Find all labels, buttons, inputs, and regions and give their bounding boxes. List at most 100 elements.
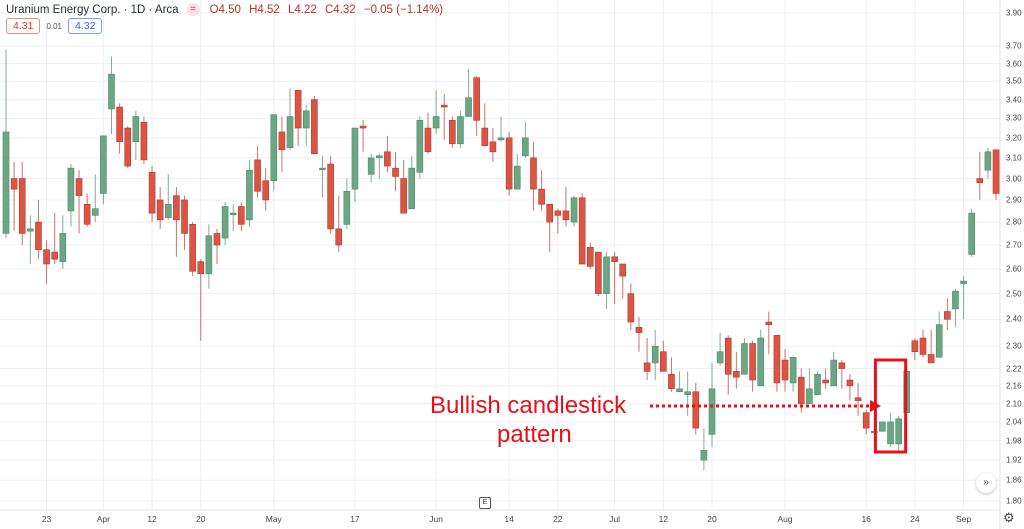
price-tick-label: 3.70 <box>1006 41 1022 51</box>
price-tick-label: 2.04 <box>1006 417 1022 427</box>
candle-body <box>887 421 894 445</box>
candle-down <box>538 170 545 211</box>
candle-down <box>181 195 188 250</box>
ohlc-values: O4.50 H4.52 L4.22 C4.32 −0.05 (−1.14%) <box>210 4 449 16</box>
candle-up <box>570 195 578 227</box>
candle-body <box>221 206 229 239</box>
candle-down <box>75 170 83 234</box>
equals-circle-icon[interactable]: = <box>186 3 200 16</box>
candle-body <box>408 167 416 210</box>
candle-down <box>586 242 594 269</box>
candle-down <box>692 382 700 435</box>
candle-down <box>197 259 205 341</box>
candle-up <box>789 356 797 392</box>
candle-up <box>108 56 115 134</box>
double-chevron-right-icon[interactable]: » <box>976 473 996 493</box>
candle-body <box>254 159 261 192</box>
candle-body <box>2 131 10 234</box>
candle-down <box>311 95 318 155</box>
candle-body <box>229 212 237 215</box>
candle-body <box>554 210 562 216</box>
candle-body <box>692 391 700 429</box>
candle-down <box>724 335 732 395</box>
candle-down <box>530 141 537 211</box>
candle-down <box>562 187 570 227</box>
candle-body <box>294 90 302 129</box>
candle-up <box>676 371 683 393</box>
symbol-title[interactable]: Uranium Energy Corp. · 1D · Arca <box>6 3 179 16</box>
candle-body <box>927 354 935 364</box>
candle-body <box>457 116 464 145</box>
price-tick-label: 2.40 <box>1006 314 1022 324</box>
time-tick-label: 22 <box>553 514 563 524</box>
time-tick-label: 12 <box>147 514 157 524</box>
candle-body <box>651 345 659 364</box>
candle-body <box>465 97 472 117</box>
candle-body <box>952 290 959 310</box>
candle-body <box>895 418 902 445</box>
candle-body <box>343 190 351 225</box>
candle-body <box>765 321 773 325</box>
price-tick-label: 3.90 <box>1006 8 1022 18</box>
candle-down <box>18 161 26 246</box>
candle-down <box>578 193 586 265</box>
candle-up <box>968 208 975 257</box>
open-value: O4.50 <box>209 3 241 16</box>
candle-body <box>319 167 326 170</box>
candle-up <box>2 49 10 239</box>
candle-body <box>359 125 367 129</box>
annotation-line-2: pattern <box>497 421 572 448</box>
candle-down <box>911 338 919 361</box>
candle-body <box>643 362 651 372</box>
candle-up <box>952 288 959 328</box>
time-tick-label: Jul <box>609 514 621 524</box>
candle-body <box>562 210 570 221</box>
candle-down <box>449 116 456 148</box>
candle-up <box>165 174 172 220</box>
candle-body <box>522 137 529 157</box>
buy-button[interactable]: 4.32 <box>68 18 103 34</box>
candle-up <box>132 110 140 160</box>
candle-body <box>611 256 618 262</box>
candle-body <box>351 127 359 190</box>
candle-down <box>611 252 618 304</box>
candle-down <box>424 112 432 154</box>
candle-down <box>294 90 302 146</box>
candle-up <box>302 105 310 146</box>
candle-body <box>83 204 91 225</box>
candle-body <box>660 351 667 372</box>
candle-up <box>806 368 813 404</box>
candle-body <box>684 391 691 395</box>
candle-up <box>221 202 229 246</box>
candle-body <box>838 362 846 369</box>
candles <box>2 49 1000 471</box>
candle-body <box>124 127 132 167</box>
gear-icon[interactable]: ⚙ <box>1003 510 1015 525</box>
candle-body <box>619 263 627 277</box>
candle-body <box>440 104 448 108</box>
candle-down <box>148 166 156 223</box>
sell-button[interactable]: 4.31 <box>6 18 41 34</box>
price-tick-label: 1.86 <box>1006 475 1022 485</box>
candle-body <box>789 356 797 384</box>
time-tick-label: 24 <box>910 514 920 524</box>
candle-down <box>238 202 245 232</box>
candle-body <box>830 359 838 387</box>
trade-prices: 4.31 0.01 4.32 <box>6 18 103 34</box>
candle-body <box>513 165 521 190</box>
candle-body <box>960 280 967 284</box>
price-tick-label: 1.80 <box>1006 496 1022 506</box>
candle-up <box>700 428 708 471</box>
candle-body <box>968 212 975 255</box>
candle-down <box>327 155 334 234</box>
candle-body <box>586 247 594 267</box>
candle-up <box>375 153 383 179</box>
candle-up <box>830 351 838 387</box>
candle-body <box>976 178 984 184</box>
price-tick-label: 2.10 <box>1006 399 1022 409</box>
candle-down <box>384 135 391 173</box>
events-button[interactable]: E <box>479 497 491 509</box>
candle-down <box>140 116 148 164</box>
candle-body <box>846 379 854 387</box>
